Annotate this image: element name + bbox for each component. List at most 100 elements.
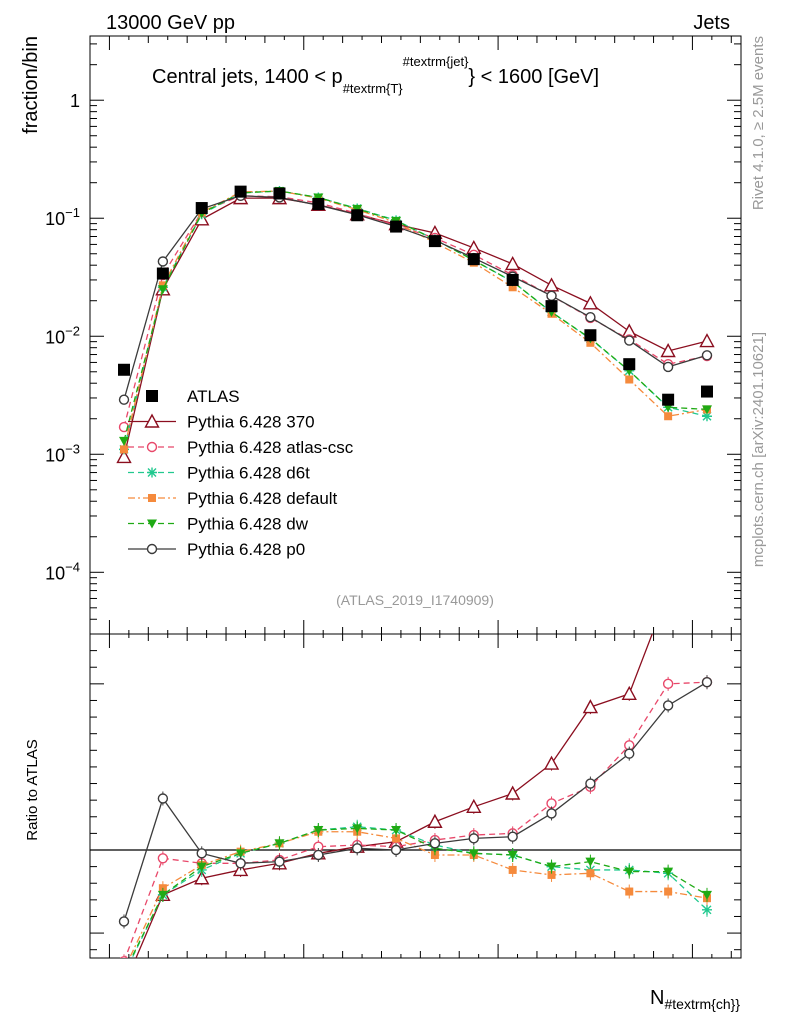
ratio-point (427, 813, 443, 828)
series-point (157, 285, 168, 295)
series-line (123, 190, 708, 450)
ratio-point (701, 890, 712, 900)
ratio-series-5 (118, 675, 713, 929)
series-point (157, 256, 169, 267)
ratio-point (352, 824, 363, 834)
series-point (504, 255, 521, 271)
legend-entry: Pythia 6.428 p0 (128, 540, 305, 559)
chart-title-sub: #textrm{T} (343, 81, 404, 96)
ratio-series-4 (130, 821, 712, 958)
ratio-point (621, 685, 637, 701)
chart-title-sup: #textrm{jet} (403, 54, 469, 69)
ratio-point (196, 848, 207, 859)
legend-label: Pythia 6.428 atlas-csc (187, 438, 354, 457)
legend-marker (148, 494, 156, 502)
series-5 (118, 190, 713, 405)
series-point (699, 333, 715, 348)
ratio-point (468, 833, 479, 844)
x-axis-label-tail: } (735, 996, 740, 1012)
ratio-plot-marks (90, 634, 741, 958)
series-point (116, 448, 132, 464)
series-line (123, 190, 708, 441)
ratio-plot-frame (89, 633, 742, 959)
ratio-point (157, 853, 169, 864)
legend-marker (147, 519, 157, 529)
ratio-series-1 (120, 675, 713, 958)
ratio-point (663, 867, 674, 877)
ratio-point (468, 849, 479, 859)
watermark: (ATLAS_2019_I1740909) (336, 592, 494, 608)
data-point (700, 385, 713, 398)
data-point (428, 235, 441, 248)
y-tick-label-exp: −3 (65, 441, 80, 456)
y-tick-label-base: 10 (45, 327, 65, 347)
series-point (120, 445, 129, 454)
ratio-y-axis-label: Ratio to ATLAS (24, 739, 41, 840)
y-tick-label: 10−2 (45, 323, 80, 347)
data-point (156, 267, 169, 280)
ratio-point (701, 676, 713, 688)
header-right: Jets (693, 12, 730, 34)
ratio-point (662, 678, 674, 690)
ratio-point (664, 887, 673, 896)
ratio-point (586, 869, 595, 878)
legend-entry: Pythia 6.428 dw (128, 515, 309, 534)
data-point (584, 329, 597, 342)
series-point (119, 436, 130, 446)
ratio-series-2 (131, 819, 712, 958)
legend-marker (144, 413, 160, 428)
series-line (123, 195, 708, 400)
ratio-point (392, 834, 401, 843)
y-tick-label-base: 10 (45, 563, 65, 583)
ratio-series-line (135, 634, 653, 958)
ratio-point (313, 849, 324, 861)
x-axis-label-main: N (650, 987, 664, 1009)
data-point (273, 187, 286, 200)
series-point (118, 394, 130, 405)
series-point (313, 193, 324, 203)
chart-title-main: Central jets, 1400 < p (152, 66, 343, 88)
y-axis-label: fraction/bin (20, 36, 42, 134)
series-point (118, 421, 130, 433)
legend-marker (146, 390, 158, 402)
data-point (351, 209, 364, 222)
series-point (582, 295, 599, 310)
data-series (118, 185, 713, 406)
tick-labels: 110−110−210−310−4 (45, 91, 80, 583)
ratio-point (546, 862, 557, 872)
y-tick-label: 10−3 (45, 441, 80, 465)
ratio-point (390, 844, 402, 856)
y-tick-label: 10−4 (45, 559, 80, 583)
ratio-point (547, 870, 556, 879)
y-tick-label-base: 10 (45, 209, 65, 229)
ratio-point (235, 849, 246, 859)
data-point (662, 393, 675, 406)
series-point (624, 335, 635, 346)
ratio-point (235, 858, 246, 869)
ratio-series-line (128, 831, 708, 958)
data-point (467, 253, 480, 266)
side-label-mcplots: mcplots.cern.ch [arXiv:2401.10621] (750, 332, 767, 567)
legend-entry: Pythia 6.428 d6t (128, 464, 310, 483)
data-point (195, 202, 208, 215)
series-line (123, 197, 708, 458)
y-tick-label-base: 1 (70, 91, 80, 111)
ratio-point (546, 808, 557, 819)
ratio-point (507, 850, 518, 860)
ratio-series-line (130, 827, 708, 958)
data-point (390, 220, 403, 233)
legend-entry: Pythia 6.428 370 (128, 413, 315, 432)
series-point (664, 412, 673, 421)
legend-entry: Pythia 6.428 atlas-csc (128, 438, 354, 457)
legend-label: Pythia 6.428 370 (187, 413, 315, 432)
ratio-point (508, 865, 517, 874)
series-point (508, 283, 517, 292)
ratio-point (504, 785, 521, 800)
y-tick-label-base: 10 (45, 445, 65, 465)
legend-label: ATLAS (187, 387, 240, 406)
series-point (625, 375, 634, 384)
y-tick-label-exp: −2 (65, 323, 80, 338)
ratio-series-line (123, 681, 708, 922)
series-4 (119, 187, 712, 446)
